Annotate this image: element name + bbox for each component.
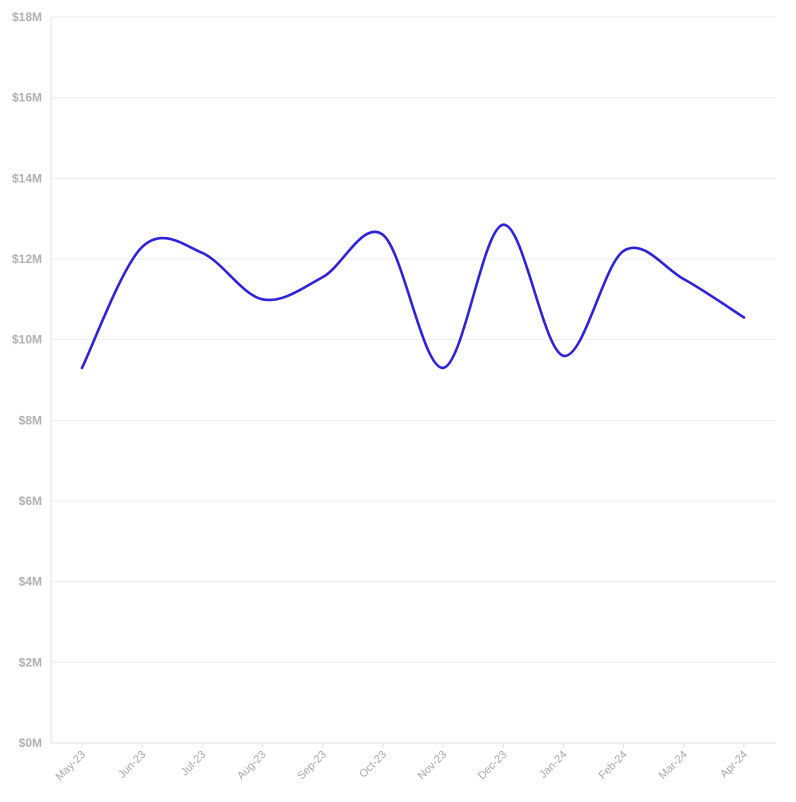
x-tick-label: Jan-24 — [537, 749, 569, 781]
data-point — [80, 366, 84, 370]
series-layer — [80, 223, 746, 370]
x-tick-label: May-23 — [54, 749, 88, 783]
data-point — [261, 298, 264, 301]
x-tick-label: Jul-23 — [179, 749, 209, 779]
y-tick-label: $10M — [12, 333, 42, 347]
x-tick-label: Apr-24 — [718, 749, 750, 781]
y-tick-label: $4M — [19, 575, 42, 589]
axes — [50, 17, 776, 744]
series-line — [80, 223, 746, 370]
y-tick-label: $12M — [12, 252, 42, 266]
grid-lines — [51, 16, 776, 663]
data-point — [381, 233, 385, 236]
y-tick-label: $8M — [19, 413, 42, 427]
y-tick-label: $16M — [12, 91, 42, 105]
x-tick-label: Sep-23 — [295, 749, 329, 783]
x-tick-labels: May-23 Jun-23 Jul-23 Aug-23 Sep-23 Oct-23 Nov-… — [54, 743, 750, 783]
data-point — [562, 354, 565, 357]
data-point — [441, 366, 445, 370]
y-tick-label: $18M — [12, 10, 42, 24]
data-point — [682, 277, 686, 281]
x-tick-label: Oct-23 — [357, 749, 389, 781]
x-tick-label: Mar-24 — [657, 749, 690, 782]
data-point — [502, 223, 505, 226]
data-point — [201, 251, 204, 255]
x-tick-label: Feb-24 — [597, 749, 630, 782]
data-point — [622, 249, 625, 253]
data-point — [321, 275, 324, 279]
y-tick-label: $0M — [19, 736, 42, 750]
y-tick-label: $6M — [19, 494, 42, 508]
data-point — [742, 316, 746, 319]
x-tick-label: Aug-23 — [235, 749, 269, 783]
y-tick-label: $14M — [12, 171, 42, 185]
y-tick-label: $2M — [19, 655, 42, 669]
x-tick-label: Nov-23 — [416, 749, 450, 783]
x-tick-label: Jun-23 — [116, 749, 148, 781]
y-tick-labels: $0M $2M $4M $6M $8M $10M $12M $14M $16M $18M — [12, 10, 42, 750]
x-tick-label: Dec-23 — [476, 749, 510, 783]
data-point — [140, 245, 144, 249]
